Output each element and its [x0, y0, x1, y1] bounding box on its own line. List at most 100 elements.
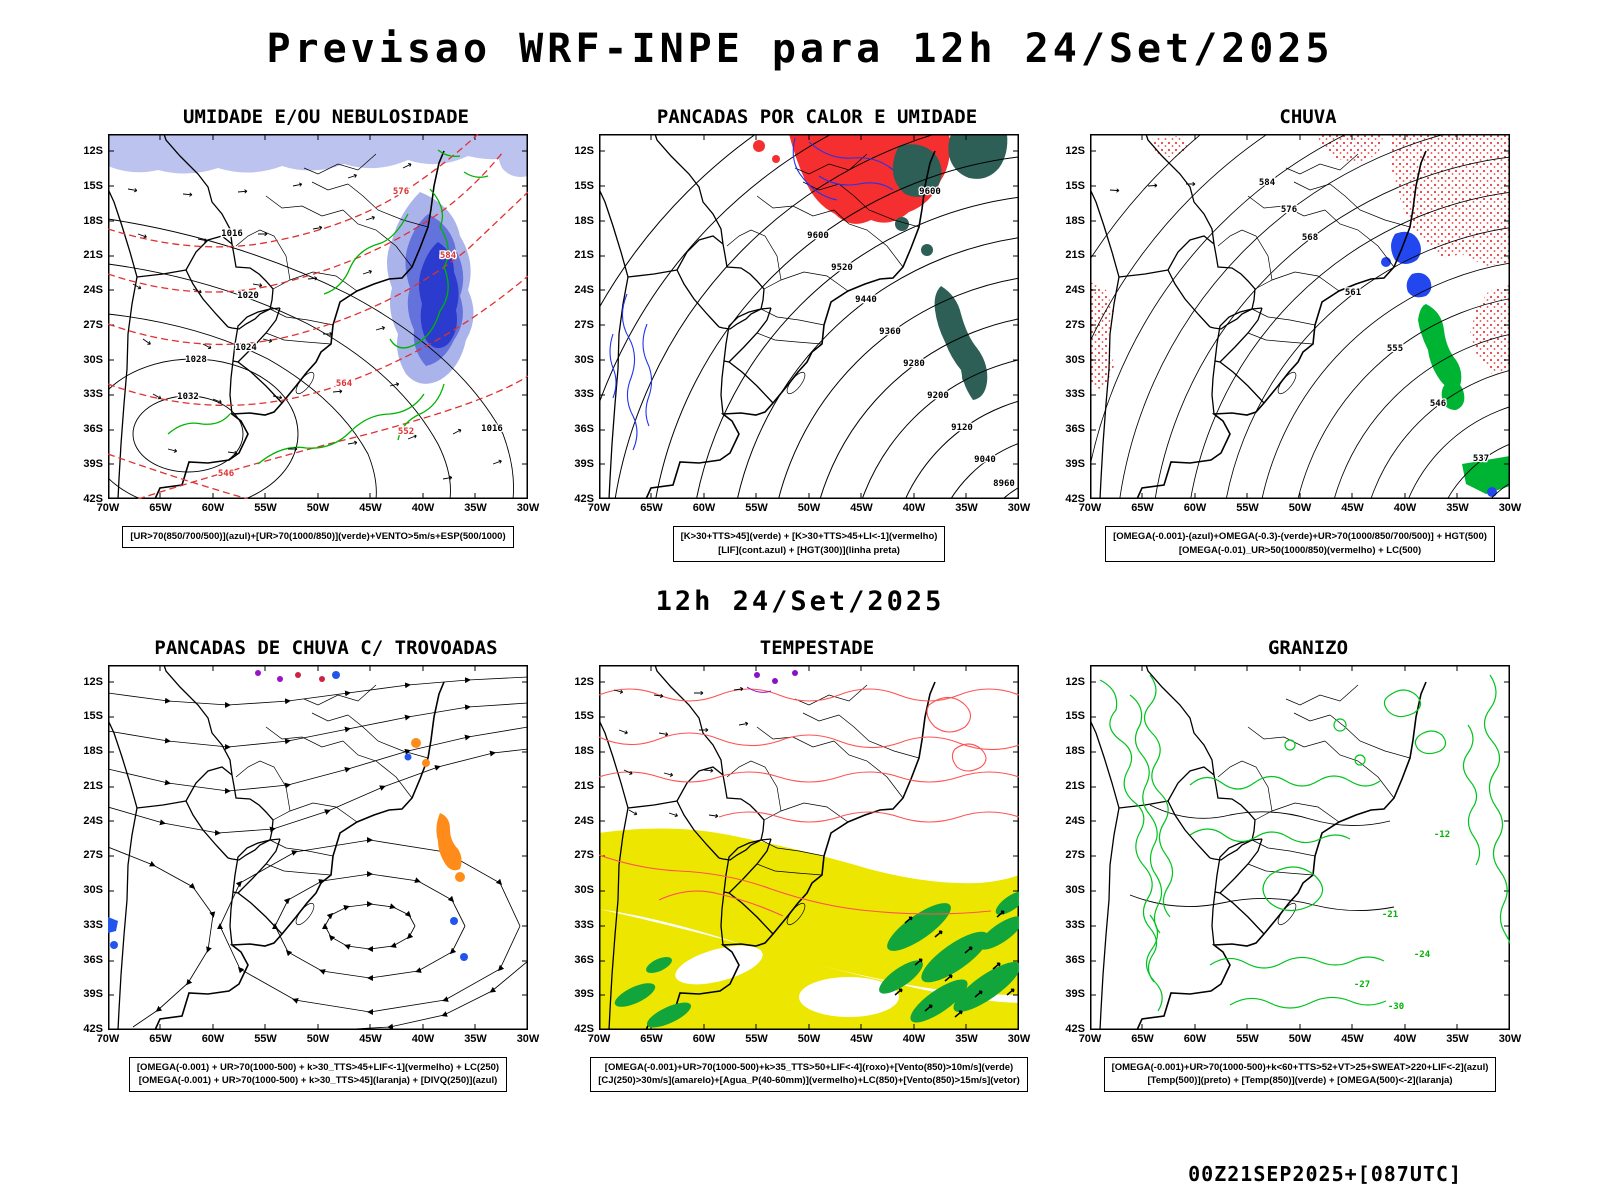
- lon-label: 50W: [306, 502, 330, 514]
- lat-label: 15S: [1065, 179, 1085, 192]
- lon-label: 40W: [411, 1032, 435, 1045]
- lat-label: 12S: [83, 145, 103, 157]
- lat-label: 42S: [83, 1023, 103, 1036]
- caption-line: [OMEGA(-0.001)-(azul)+OMEGA(-0.3)-(verde…: [1113, 531, 1487, 542]
- panel-title-chuva: CHUVA: [1279, 106, 1337, 128]
- contour-label: 9360: [879, 327, 901, 337]
- contour-label: 9440: [855, 295, 877, 305]
- caption-line: [OMEGA(-0.001) + UR>70(1000-500) + k>30_…: [136, 1061, 500, 1073]
- lat-label: 30S: [83, 884, 103, 897]
- lon-label: 45W: [1341, 1032, 1364, 1045]
- contour-label: 9120: [951, 423, 973, 433]
- lon-label: 55W: [254, 502, 277, 514]
- lat-label: 18S: [1065, 745, 1085, 758]
- lat-label: 39S: [574, 457, 594, 470]
- lon-label: 60W: [1183, 502, 1207, 514]
- lon-label: 35W: [1446, 1032, 1469, 1045]
- map-area-chuva: 12S 15S 18S 21S 24S 27S 30S 33S 36S 39S 42S: [1056, 134, 1522, 518]
- lon-label: 30W: [1498, 1032, 1522, 1045]
- lon-label: 60W: [201, 502, 225, 514]
- lon-label: 65W: [640, 502, 663, 514]
- lon-label: 45W: [359, 502, 382, 514]
- lon-label: 70W: [1078, 1032, 1102, 1045]
- lon-label: 30W: [1007, 1032, 1031, 1045]
- contour-label: -30: [1388, 1002, 1404, 1012]
- panel-trovoadas: PANCADAS DE CHUVA C/ TROVOADAS 12S 15S 18S…: [74, 637, 544, 1093]
- contour-label: 1024: [235, 343, 257, 353]
- panel-pancadas-calor: PANCADAS POR CALOR E UMIDADE 12S 15S 18S 21…: [565, 106, 1035, 562]
- contour-label: 9040: [974, 455, 996, 465]
- lon-label: 70W: [1078, 502, 1102, 514]
- lat-label: 21S: [574, 249, 594, 262]
- contour-label: 9280: [903, 359, 925, 369]
- lon-label: 40W: [1393, 1032, 1417, 1045]
- lat-label: 33S: [83, 918, 103, 931]
- lat-label: 18S: [83, 214, 103, 227]
- contour-label: 9600: [807, 231, 829, 241]
- lat-label: 21S: [83, 249, 103, 262]
- lon-label: 70W: [587, 502, 611, 514]
- lat-label: 33S: [1065, 388, 1085, 401]
- contour-label: 568: [1302, 233, 1318, 243]
- lat-label: 24S: [1065, 284, 1085, 297]
- lat-label: 21S: [574, 779, 594, 792]
- lat-label: 27S: [83, 849, 103, 862]
- lat-label: 36S: [574, 423, 594, 436]
- lon-label: 70W: [587, 1032, 611, 1045]
- lat-label: 18S: [574, 745, 594, 758]
- caption-line: [LIF](cont.azul) + [HGT(300)](linha pret…: [718, 544, 900, 556]
- caption-line: [OMEGA(-0.001)+UR>70(1000-500)+k<60+TTS>…: [1111, 1061, 1489, 1073]
- map-chuva: 537 546 555 561 568 576 584: [1090, 134, 1510, 499]
- map-area-umidade: 12S 15S 18S 21S 24S 27S 30S 33S 36S 39S 42S: [74, 134, 539, 518]
- lon-label: 70W: [96, 1032, 120, 1045]
- contour-label: 546: [1430, 399, 1446, 409]
- lon-label: 65W: [1131, 502, 1154, 514]
- contour-label: -21: [1382, 910, 1398, 920]
- lat-label: 12S: [574, 675, 594, 688]
- lon-label: 35W: [955, 1032, 978, 1045]
- lon-label: 60W: [692, 502, 716, 514]
- panel-title-granizo: GRANIZO: [1267, 636, 1349, 659]
- caption-line: [OMEGA(-0.01)_UR>50(1000/850)(vermelho) …: [1178, 544, 1422, 556]
- contour-label: 1028: [185, 355, 207, 365]
- lon-label: 50W: [797, 1032, 821, 1045]
- lat-label: 30S: [574, 353, 594, 366]
- caption-trovoadas: [OMEGA(-0.001) + UR>70(1000-500) + k>30_…: [128, 1056, 508, 1093]
- map-area-trovoadas: 12S 15S 18S 21S 24S 27S 30S 33S 36S 39S 42S: [74, 664, 539, 1049]
- lat-label: 42S: [1065, 492, 1085, 505]
- lat-label: 36S: [1065, 423, 1085, 436]
- contour-label: 1032: [177, 392, 199, 402]
- lat-label: 15S: [1065, 710, 1085, 723]
- lat-label: 36S: [1065, 953, 1085, 966]
- lat-label: 12S: [1065, 675, 1085, 688]
- lat-axis: 12S 15S 18S 21S 24S 27S 30S 33S 36S 39S 42S: [74, 134, 106, 505]
- caption-umidade: [UR>70(850/700/500)](azul)+[UR>70(1000/8…: [122, 526, 514, 548]
- lat-axis: 12S 15S 18S 21S 24S 27S 30S 33S 36S 39S 42S: [565, 665, 597, 1036]
- lat-label: 30S: [1065, 353, 1085, 366]
- map-area-tempestade: 12S 15S 18S 21S 24S 27S 30S 33S 36S 39S 42S: [565, 664, 1031, 1049]
- panel-title-trovoadas: PANCADAS DE CHUVA C/ TROVOADAS: [154, 636, 498, 659]
- lon-label: 60W: [201, 1032, 225, 1045]
- lon-label: 35W: [464, 1032, 487, 1045]
- caption-line: [K>30+TTS>45](verde) + [K>30+TTS>45+LI<-…: [680, 531, 938, 542]
- contour-label: 1016: [481, 424, 503, 434]
- lon-label: 45W: [1341, 502, 1364, 514]
- lat-label: 39S: [1065, 988, 1085, 1001]
- lat-label: 42S: [574, 1023, 594, 1036]
- lon-axis: 70W 65W 60W 55W 50W 45W 40W 35W 30W: [588, 1032, 1031, 1047]
- lon-label: 55W: [745, 1032, 768, 1045]
- lat-label: 30S: [1065, 884, 1085, 897]
- lat-label: 15S: [83, 179, 103, 192]
- panel-granizo: GRANIZO 12S 15S 18S 21S 24S 27S 30S 33S 36S 39S 42…: [1056, 637, 1526, 1093]
- map-trovoadas: [108, 664, 528, 1030]
- lat-label: 36S: [83, 423, 103, 436]
- panel-umidade: UMIDADE E/OU NEBULOSIDADE 12S 15S 18S 21S 24…: [74, 106, 544, 562]
- lat-label: 21S: [83, 779, 103, 792]
- lat-label: 18S: [574, 214, 594, 227]
- contour-label: -24: [1414, 950, 1431, 960]
- panel-title-umidade: UMIDADE E/OU NEBULOSIDADE: [183, 106, 469, 128]
- lat-label: 24S: [83, 814, 103, 827]
- lon-axis: 70W 65W 60W 55W 50W 45W 40W 35W 30W: [1079, 502, 1522, 516]
- lat-axis: 12S 15S 18S 21S 24S 27S 30S 33S 36S 39S 42S: [565, 134, 597, 505]
- lon-label: 45W: [850, 1032, 873, 1045]
